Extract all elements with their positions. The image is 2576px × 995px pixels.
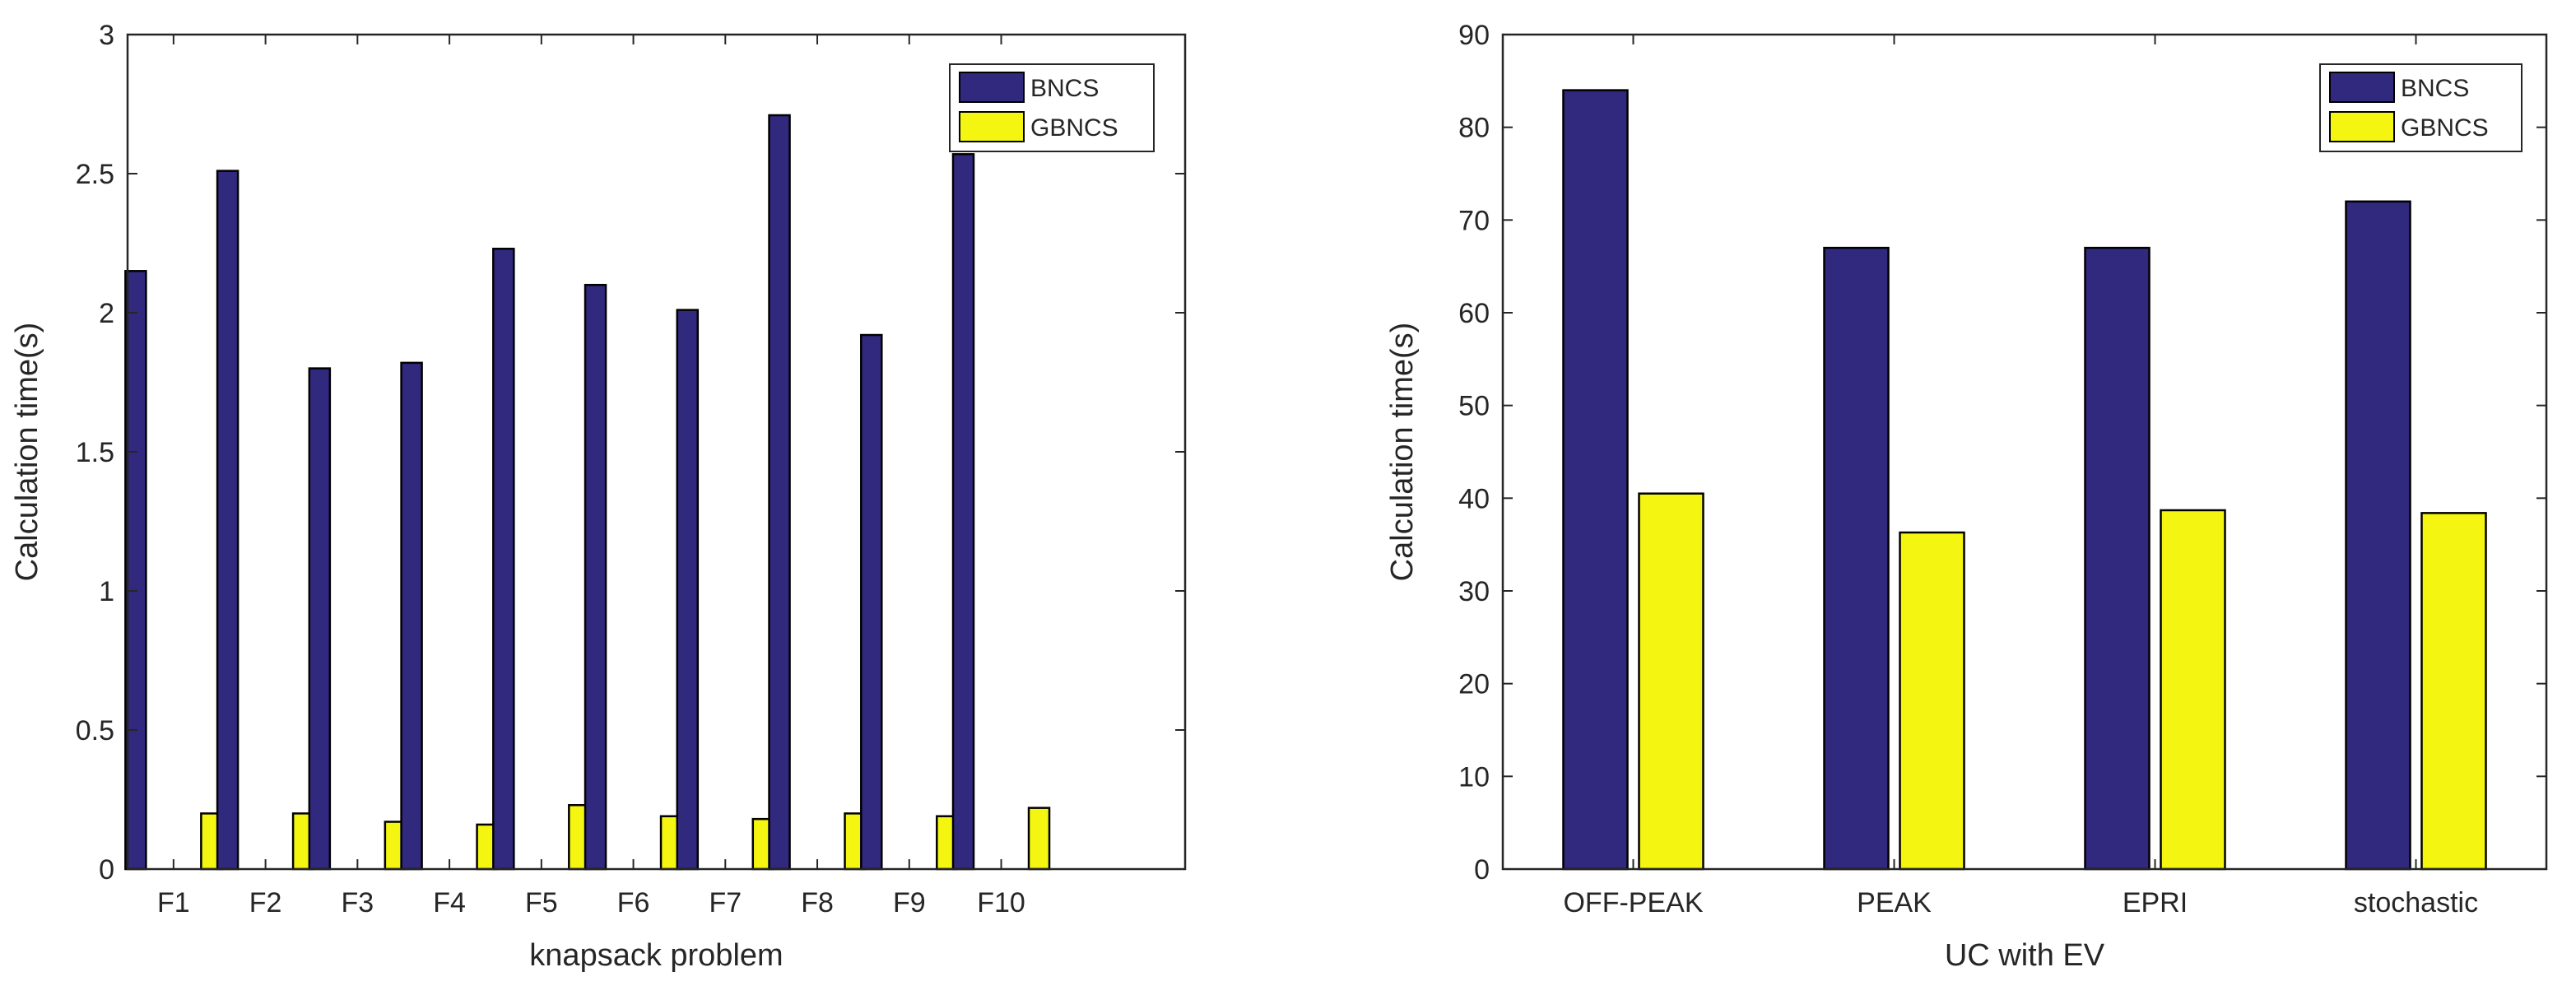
- bar-gbncs-peak: [1899, 531, 1965, 871]
- x-tick-label: F8: [801, 887, 834, 918]
- bar-gbncs-epri: [2160, 509, 2226, 871]
- legend-label-gbncs: GBNCS: [1030, 114, 1118, 142]
- y-tick-label: 50: [1458, 391, 1490, 422]
- y-axis-label: Calculation time(s): [1385, 323, 1420, 582]
- legend-swatch-bncs: [959, 72, 1025, 103]
- x-tick-label: F5: [525, 887, 558, 918]
- plot-area: [128, 35, 1185, 869]
- bar-bncs-off-peak: [1562, 89, 1629, 871]
- x-tick-label: F1: [157, 887, 190, 918]
- y-tick-label: 80: [1458, 113, 1490, 144]
- bar-gbncs-stochastic: [2420, 512, 2487, 871]
- y-tick-label: 2.5: [76, 159, 114, 190]
- axes-box: [126, 33, 1187, 871]
- x-tick-label: F6: [617, 887, 650, 918]
- y-tick-label: 1.5: [76, 437, 114, 468]
- y-tick-label: 30: [1458, 576, 1490, 607]
- x-tick-label: PEAK: [1857, 887, 1932, 918]
- bar-bncs-f4: [400, 361, 423, 871]
- bar-bncs-f5: [492, 248, 515, 871]
- bar-bncs-stochastic: [2345, 200, 2411, 871]
- bar-bncs-f6: [584, 283, 607, 871]
- x-tick-label: EPRI: [2123, 887, 2188, 918]
- x-tick-label: stochastic: [2354, 887, 2478, 918]
- legend: BNCS GBNCS: [949, 63, 1155, 152]
- bar-bncs-f1: [124, 270, 147, 871]
- x-tick-label: F9: [893, 887, 926, 918]
- legend-label-bncs: BNCS: [1030, 75, 1099, 102]
- y-tick-label: 0: [1474, 854, 1490, 886]
- bar-bncs-epri: [2084, 246, 2151, 871]
- x-axis-label: UC with EV: [1945, 938, 2105, 973]
- legend-swatch-gbncs: [959, 111, 1025, 142]
- x-tick-label: F10: [977, 887, 1025, 918]
- bar-bncs-f3: [308, 367, 332, 871]
- x-tick-label: F4: [433, 887, 466, 918]
- uc-ev-chart: 0 10 20 30 40 50 60 70 80 90 OFF-PEAK PEAK EPRI stoch…: [1385, 20, 2548, 973]
- bar-bncs-f10: [951, 153, 975, 871]
- bar-bncs-f9: [860, 333, 883, 871]
- legend: BNCS GBNCS: [2319, 63, 2523, 152]
- y-tick-label: 40: [1458, 483, 1490, 514]
- y-tick-label: 0: [99, 854, 114, 886]
- y-tick-label: 3: [99, 20, 114, 51]
- legend-label-bncs: BNCS: [2401, 75, 2469, 102]
- y-tick-label: 60: [1458, 298, 1490, 329]
- y-tick-label: 70: [1458, 205, 1490, 236]
- x-tick-label: F2: [249, 887, 282, 918]
- y-tick-label: 20: [1458, 669, 1490, 700]
- bar-bncs-f2: [216, 170, 239, 871]
- bar-gbncs-off-peak: [1638, 492, 1704, 871]
- x-axis-label: knapsack problem: [529, 938, 783, 973]
- y-tick-label: 90: [1458, 20, 1490, 51]
- y-axis-label: Calculation time(s): [10, 323, 44, 582]
- bar-bncs-peak: [1823, 246, 1890, 871]
- legend-swatch-bncs: [2329, 72, 2395, 103]
- x-tick-label: OFF-PEAK: [1563, 887, 1703, 918]
- y-tick-label: 2: [99, 298, 114, 329]
- legend-label-gbncs: GBNCS: [2401, 114, 2489, 142]
- bar-gbncs-f10: [1027, 807, 1051, 871]
- bar-bncs-f8: [768, 114, 791, 871]
- y-tick-label: 1: [99, 576, 114, 607]
- axes-box: [1501, 33, 2548, 871]
- knapsack-chart: 0 0.5 1 1.5 2 2.5 3 F1 F2 F3 F4 F5 F6 F7 F8 F9 F10 knapsa…: [10, 20, 1187, 973]
- y-tick-label: 10: [1458, 761, 1490, 793]
- legend-swatch-gbncs: [2329, 111, 2395, 142]
- x-tick-label: F7: [709, 887, 742, 918]
- x-tick-label: F3: [342, 887, 374, 918]
- y-tick-label: 0.5: [76, 715, 114, 746]
- bar-bncs-f7: [676, 309, 700, 871]
